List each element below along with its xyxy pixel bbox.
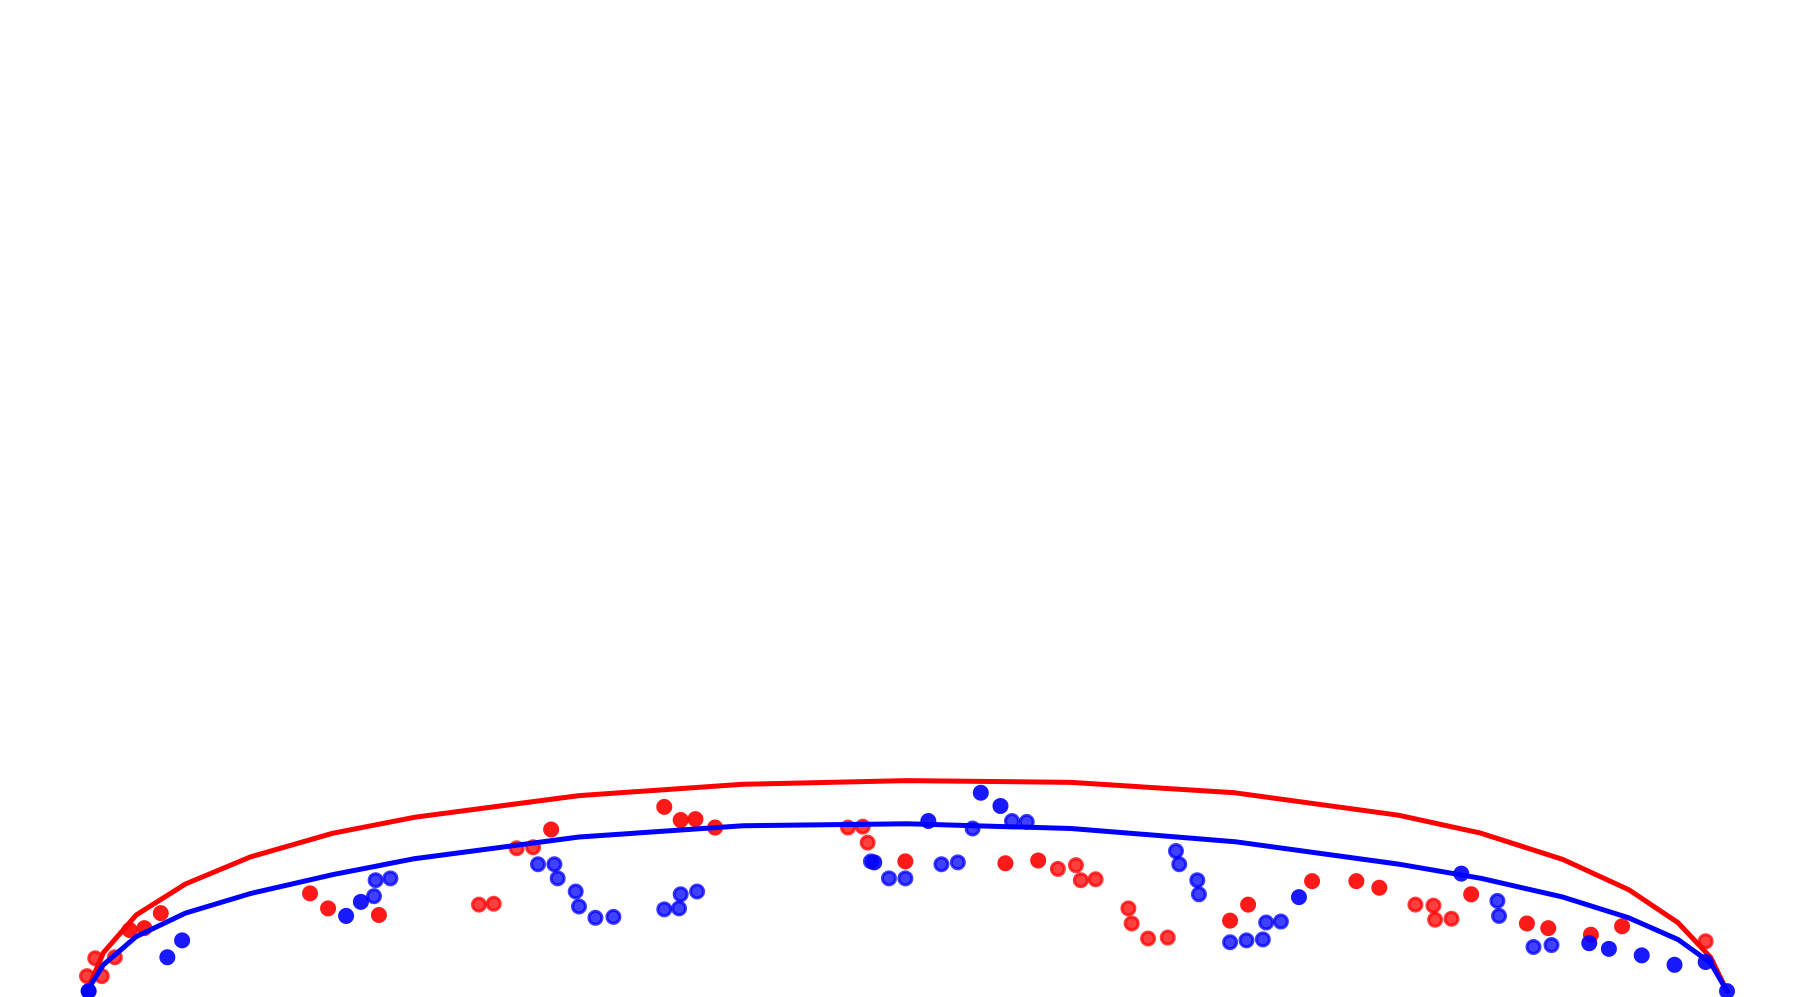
series-1-point: [1290, 889, 1307, 906]
series-0-point: [121, 922, 138, 939]
series-0-fit-line: [84, 778, 1730, 994]
series-0-point: [897, 853, 914, 870]
series-0-point: [1371, 879, 1388, 896]
series-1-ringed-point: [567, 883, 584, 900]
series-1-ringed-point: [1003, 812, 1020, 829]
series-0-point: [1348, 873, 1365, 890]
series-1-ringed-point: [546, 856, 563, 873]
series-1-ringed-point: [587, 909, 604, 926]
series-0-ringed-point: [1087, 871, 1104, 888]
series-0-ringed-point: [1072, 872, 1089, 889]
series-1-point: [992, 797, 1009, 814]
series-1-point: [1600, 940, 1617, 957]
series-1-ringed-point: [605, 908, 622, 925]
series-0-point: [687, 811, 704, 828]
series-1-fit-line: [84, 821, 1730, 994]
series-0-ringed-point: [1159, 929, 1176, 946]
series-0-point: [1614, 918, 1631, 935]
series-0-point: [1518, 915, 1535, 932]
series-0-point: [1540, 920, 1557, 937]
series-1-ringed-point: [656, 901, 673, 918]
series-1-point: [866, 854, 883, 871]
series-0-point: [997, 855, 1014, 872]
series-1-ringed-point: [1018, 813, 1035, 830]
series-1-ringed-point: [897, 870, 914, 887]
series-0-ringed-point: [1120, 900, 1137, 917]
series-1-ringed-point: [1272, 913, 1289, 930]
series-1-ringed-point: [1189, 872, 1206, 889]
series-1-point: [1633, 947, 1650, 964]
series-1-ringed-point: [530, 856, 546, 873]
plot-area: [79, 778, 1735, 997]
series-1-ringed-point: [880, 870, 897, 887]
series-1-point: [80, 983, 97, 997]
series-0-ringed-point: [1049, 860, 1066, 877]
series-1-point: [1719, 983, 1735, 997]
series-0-point: [1030, 852, 1047, 869]
series-0-ringed-point: [87, 950, 104, 967]
series-1-ringed-point: [1238, 932, 1255, 949]
series-1-ringed-point: [689, 883, 706, 900]
series-1-ringed-point: [1543, 937, 1560, 954]
series-0-point: [1304, 873, 1321, 890]
series-0-point: [656, 798, 673, 815]
series-0-ringed-point: [859, 834, 876, 851]
series-1-ringed-point: [964, 820, 981, 837]
series-0-point: [1463, 886, 1480, 903]
series-0-ringed-point: [1443, 910, 1460, 927]
series-1-ringed-point: [949, 854, 966, 871]
series-1-point: [1697, 953, 1714, 970]
series-1-ringed-point: [1254, 931, 1271, 948]
series-0-point: [302, 885, 319, 902]
series-1-ringed-point: [1222, 934, 1239, 951]
series-1-ringed-point: [1525, 938, 1542, 955]
series-1-ringed-point: [671, 900, 688, 917]
series-0-ringed-point: [1425, 897, 1442, 914]
series-0-ringed-point: [1067, 857, 1084, 874]
series-0-point: [320, 900, 337, 917]
series-1-ringed-point: [1258, 914, 1275, 931]
series-1-point: [920, 812, 937, 829]
series-0-ringed-point: [1407, 896, 1424, 913]
series-0-point: [152, 905, 169, 922]
series-1: [80, 784, 1735, 997]
series-1-ringed-point: [933, 856, 950, 873]
series-0-ringed-point: [1140, 930, 1157, 947]
series-1-point: [1453, 865, 1470, 882]
series-0-point: [1222, 912, 1239, 929]
series-1-ringed-point: [1171, 856, 1188, 873]
series-1-point: [159, 949, 176, 966]
series-1-point: [972, 784, 989, 801]
series-1-ringed-point: [549, 870, 566, 887]
series-1-ringed-point: [367, 872, 384, 889]
series-1-ringed-point: [1489, 892, 1506, 909]
series-1-point: [174, 932, 191, 949]
series-0-ringed-point: [1697, 933, 1714, 950]
series-0-ringed-point: [1123, 915, 1140, 932]
series-0-point: [543, 821, 560, 838]
series-1-point: [352, 893, 369, 910]
series-1-point: [338, 907, 355, 924]
series-1-ringed-point: [382, 870, 399, 887]
series-1-ringed-point: [1167, 843, 1184, 860]
series-1-ringed-point: [672, 886, 689, 903]
series-0-point: [1240, 896, 1257, 913]
series-1-ringed-point: [1491, 907, 1508, 924]
series-0-point: [672, 812, 689, 829]
series-0-point: [370, 906, 387, 923]
series-1-point: [1581, 935, 1598, 952]
series-1-point: [1666, 956, 1683, 973]
series-1-ringed-point: [1190, 886, 1207, 903]
series-0-ringed-point: [485, 895, 502, 912]
series-1-ringed-point: [571, 898, 587, 915]
series-0-ringed-point: [1427, 911, 1444, 928]
series-1-ringed-point: [366, 888, 382, 905]
series-0-ringed-point: [470, 896, 487, 913]
